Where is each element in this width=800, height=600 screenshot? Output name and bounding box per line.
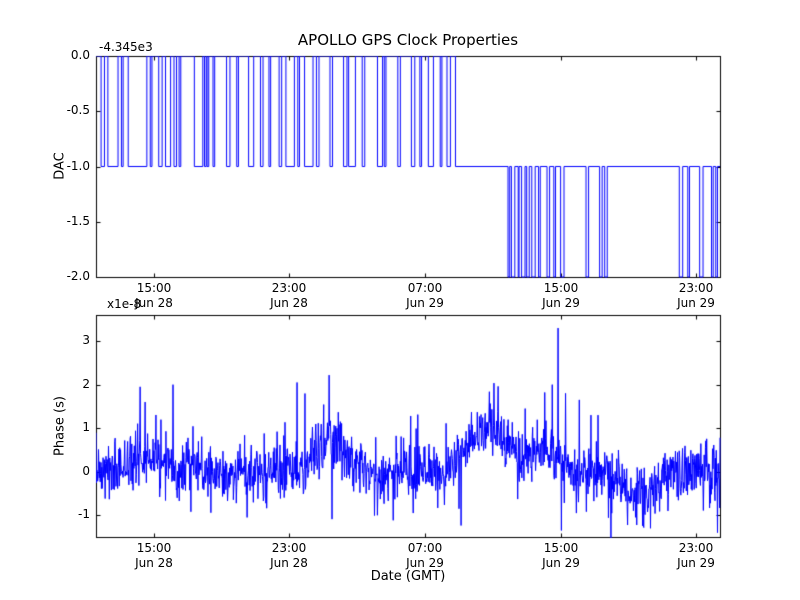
figure: APOLLO GPS Clock Properties -4.345e3 x1e…: [0, 0, 800, 600]
plot-canvas: [0, 0, 800, 600]
